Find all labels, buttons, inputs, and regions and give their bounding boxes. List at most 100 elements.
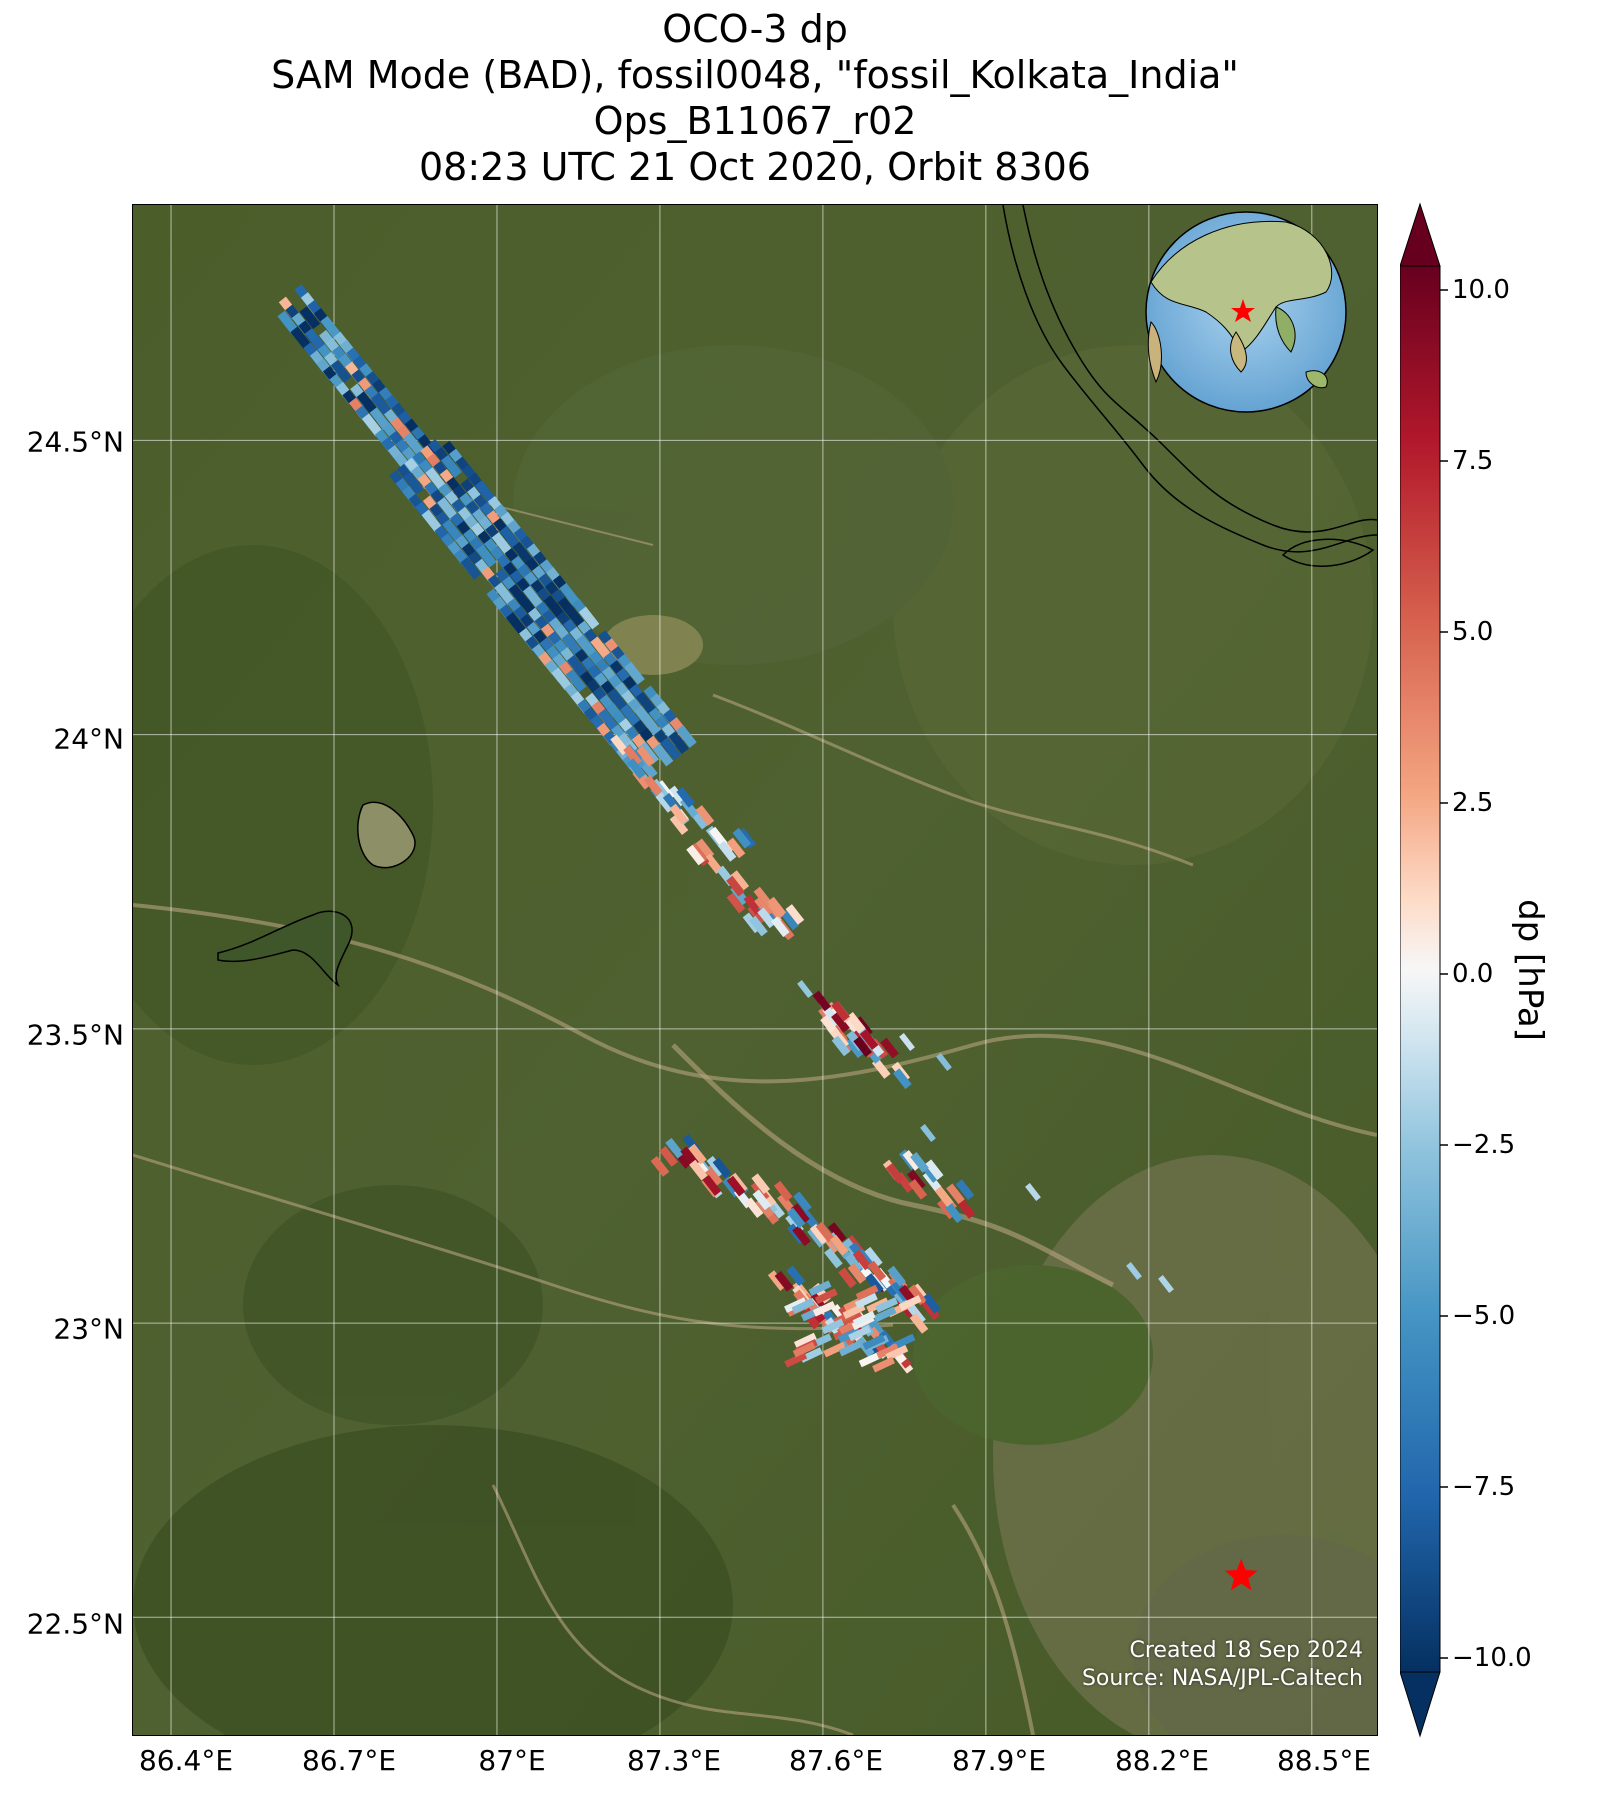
- reservoirs: [217, 801, 416, 988]
- dp-footprint: [838, 1267, 857, 1289]
- dp-footprint: [770, 916, 790, 938]
- dp-footprint: [872, 1356, 896, 1373]
- dp-footprint: [689, 1159, 708, 1181]
- rivers: [133, 484, 1377, 1735]
- dp-footprint: [824, 1247, 843, 1269]
- lon-tick-88-2: 88.2°E: [1114, 1744, 1210, 1777]
- globe-star-icon: [1231, 299, 1255, 322]
- dp-footprint: [910, 1152, 929, 1173]
- title-line-2: SAM Mode (BAD), fossil0048, "fossil_Kolk…: [271, 53, 1239, 97]
- dp-footprint: [791, 1203, 810, 1224]
- dp-footprint: [838, 1340, 862, 1357]
- dp-footprint: [812, 1300, 836, 1317]
- dp-footprint: [924, 1159, 944, 1181]
- dp-footprint: [369, 407, 391, 431]
- dp-footprint: [823, 1341, 847, 1358]
- dp-footprint: [774, 1270, 794, 1292]
- dp-footprint: [425, 467, 447, 491]
- created-date: Created 18 Sep 2024: [1129, 1638, 1364, 1663]
- dp-footprint: [847, 1263, 867, 1284]
- dp-footprint: [829, 1234, 849, 1256]
- dp-footprint: [636, 745, 656, 767]
- dp-footprint: [669, 814, 689, 836]
- colorbar-tick-neg-10: −10.0: [1452, 1643, 1532, 1673]
- dp-footprint: [659, 1146, 678, 1167]
- dp-footprint: [702, 1175, 722, 1196]
- dp-footprint: [831, 1000, 850, 1022]
- dp-footprint: [867, 1260, 887, 1282]
- dp-footprint: [421, 509, 443, 533]
- colorbar-label: dp [hPa]: [1510, 899, 1550, 1041]
- dp-footprint: [749, 915, 768, 937]
- dp-footprint: [590, 636, 612, 660]
- dp-footprint: [767, 1270, 787, 1291]
- dp-footprint: [751, 1173, 771, 1195]
- colorbar: [1400, 202, 1448, 1738]
- dp-footprint: [955, 1179, 975, 1201]
- dp-footprint: [598, 708, 619, 732]
- dp-footprint: [786, 1207, 806, 1229]
- dp-footprint: [403, 471, 425, 495]
- gridlines: [133, 205, 1377, 1735]
- dp-footprint: [936, 1053, 952, 1071]
- dp-footprint: [688, 1143, 707, 1165]
- dp-footprint: [792, 1341, 816, 1358]
- dp-footprint: [403, 432, 425, 456]
- dp-footprint: [441, 454, 462, 478]
- dp-footprint: [757, 907, 776, 929]
- dp-footprint: [785, 904, 805, 925]
- dp-footprint: [921, 1299, 941, 1321]
- dp-footprint: [402, 446, 423, 470]
- dp-footprint: [561, 633, 583, 656]
- dp-footprint: [1126, 1262, 1142, 1280]
- dp-footprint: [885, 1163, 905, 1184]
- lat-tick-23: 23°N: [53, 1312, 124, 1346]
- dp-footprint: [777, 1193, 796, 1214]
- dp-footprint: [809, 1223, 829, 1245]
- lat-tick-24-5: 24.5°N: [26, 425, 124, 459]
- dp-footprint: [786, 1265, 806, 1287]
- dp-footprint: [695, 805, 715, 826]
- dp-footprint: [773, 1180, 793, 1202]
- dp-footprint: [858, 1351, 882, 1368]
- source-credit: Source: NASA/JPL-Caltech: [1081, 1666, 1363, 1691]
- dp-footprint: [754, 896, 773, 917]
- dp-footprint: [578, 606, 600, 630]
- colorbar-tick-neg-5: −5.0: [1452, 1301, 1516, 1331]
- dp-footprint: [660, 737, 682, 761]
- map-panel[interactable]: [132, 204, 1378, 1736]
- lon-tick-87-6: 87.6°E: [788, 1744, 884, 1777]
- dp-footprint: [669, 803, 688, 825]
- dp-footprint: [620, 704, 641, 727]
- dp-footprint: [726, 1175, 746, 1197]
- dp-footprint: [607, 688, 628, 712]
- dp-footprint: [551, 667, 573, 691]
- lat-tick-23-5: 23.5°N: [26, 1018, 124, 1052]
- dp-footprint: [815, 1221, 835, 1243]
- dp-footprint: [909, 1313, 929, 1334]
- dp-footprint: [704, 1165, 723, 1187]
- dp-footprint: [855, 1284, 879, 1301]
- colorbar-gradient: [1400, 265, 1441, 1673]
- dp-footprint: [934, 1186, 954, 1207]
- dp-footprint: [559, 582, 580, 606]
- dp-footprint: [566, 655, 588, 678]
- title-line-4: 08:23 UTC 21 Oct 2020, Orbit 8306: [419, 145, 1091, 189]
- lat-tick-22-5: 22.5°N: [26, 1607, 124, 1641]
- dp-footprint: [843, 1251, 863, 1273]
- dp-footprint: [892, 1333, 916, 1350]
- dp-footprint: [812, 990, 832, 1012]
- dp-footprint: [712, 1157, 732, 1179]
- dp-footprint: [908, 1178, 928, 1200]
- dp-footprint: [831, 1012, 850, 1033]
- dp-footprint: [512, 541, 534, 565]
- dp-footprint: [491, 532, 513, 555]
- dp-footprint: [635, 691, 657, 715]
- dp-footprint: [898, 1295, 922, 1311]
- dp-footprint: [726, 875, 745, 897]
- dp-footprint: [845, 1037, 865, 1059]
- dp-footprint: [744, 1197, 764, 1219]
- dp-footprint: [643, 775, 663, 796]
- dp-footprint: [624, 661, 645, 685]
- dp-footprint: [665, 1137, 684, 1159]
